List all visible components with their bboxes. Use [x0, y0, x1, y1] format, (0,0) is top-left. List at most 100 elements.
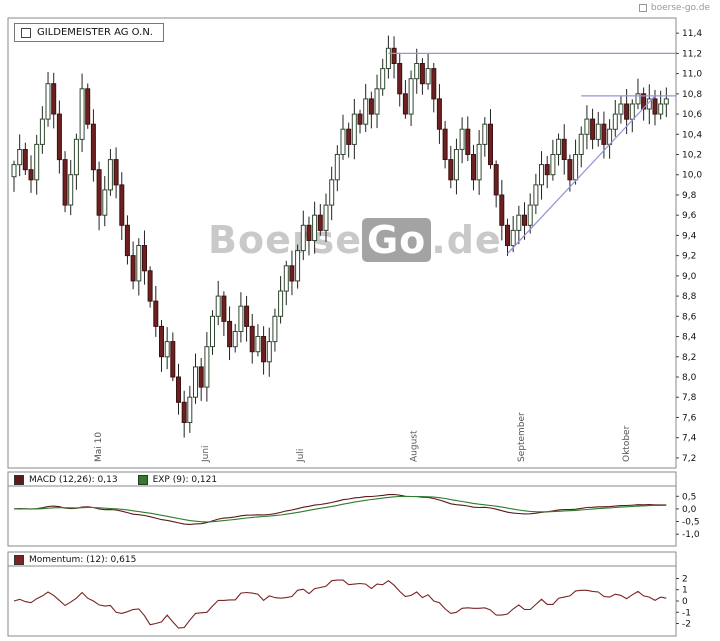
candle-down — [317, 214, 323, 231]
candle-down — [153, 300, 159, 327]
macd-legend-item[interactable]: MACD (12,26): 0,13 — [14, 475, 118, 485]
main-y-tick-label: 9,6 — [682, 211, 697, 221]
candle-down — [522, 214, 527, 226]
candle-down — [505, 224, 510, 247]
candle-down — [244, 305, 250, 327]
candle-up — [635, 93, 641, 105]
exp-legend-item[interactable]: EXP (9): 0,121 — [137, 475, 218, 485]
candle-up — [102, 189, 108, 216]
candle-up — [351, 113, 357, 145]
indicator-y-tick-label: 2 — [682, 574, 688, 584]
candle-up — [584, 118, 590, 135]
candle-down — [159, 325, 164, 358]
candle-down — [249, 325, 255, 353]
indicator-y-tick-label: -2 — [682, 620, 691, 630]
candle-up — [408, 78, 414, 115]
candle-up — [136, 245, 142, 282]
candle-down — [142, 245, 147, 272]
candle-up — [533, 184, 539, 206]
momentum-line — [13, 579, 667, 629]
candle-up — [539, 164, 544, 186]
macd-legend: MACD (12,26): 0,13 EXP (9): 0,121 — [14, 475, 217, 485]
main-y-tick-label: 7,8 — [682, 393, 697, 403]
candle-up — [45, 83, 51, 120]
candle-down — [590, 118, 596, 140]
candle-down — [261, 336, 267, 363]
candle-up — [107, 159, 113, 191]
candle-up — [476, 143, 482, 181]
candle-down — [147, 270, 153, 302]
candle-up — [380, 68, 386, 90]
indicator-y-tick-label: -1 — [682, 608, 691, 618]
candle-up — [238, 305, 244, 333]
exp-label: EXP (9): 0,121 — [152, 475, 218, 485]
main-y-tick-label: 10,4 — [682, 130, 702, 140]
candle-down — [641, 93, 647, 110]
main-y-tick-label: 8,0 — [682, 373, 697, 383]
candle-down — [419, 63, 425, 85]
candle-up — [385, 47, 391, 69]
candle-down — [306, 224, 312, 242]
candle-down — [493, 164, 499, 196]
indicator-y-tick-label: 0,5 — [682, 492, 696, 502]
candle-up — [278, 290, 284, 317]
candle-down — [90, 123, 96, 171]
exp-line — [14, 495, 667, 523]
candle-down — [431, 68, 437, 100]
main-y-tick-label: 7,4 — [682, 434, 697, 444]
candle-down — [624, 103, 630, 120]
candle-up — [459, 128, 465, 150]
candle-down — [488, 123, 493, 166]
candle-down — [442, 128, 448, 160]
candle-up — [215, 295, 221, 317]
candle-down — [124, 224, 130, 257]
indicator-y-tick-label: -1,0 — [682, 530, 700, 540]
candle-up — [363, 98, 369, 125]
month-label: Juli — [296, 449, 306, 463]
candle-down — [567, 159, 573, 181]
candle-down — [176, 376, 181, 403]
main-y-tick-label: 10,8 — [682, 90, 702, 100]
brand: boerse-go.de — [638, 3, 710, 13]
momentum-swatch-icon — [14, 555, 24, 565]
candle-up — [595, 123, 601, 140]
candle-up — [17, 149, 23, 166]
candle-down — [227, 320, 233, 348]
candle-up — [573, 154, 579, 181]
candle-down — [465, 128, 471, 155]
candle-down — [119, 184, 125, 226]
main-y-tick-label: 8,2 — [682, 353, 696, 363]
candle-down — [448, 159, 454, 181]
candle-up — [414, 63, 420, 80]
indicator-y-tick-label: 0 — [682, 597, 688, 607]
momentum-legend-item[interactable]: Momentum: (12): 0,615 — [14, 555, 136, 565]
candle-down — [346, 128, 352, 145]
main-series-legend[interactable]: GILDEMEISTER AG O.N. — [14, 23, 164, 42]
candle-up — [266, 341, 272, 363]
month-label: Mai 10 — [94, 432, 104, 462]
candle-up — [550, 154, 556, 176]
macd-line — [13, 493, 667, 525]
main-y-tick-label: 10,2 — [682, 151, 702, 161]
candle-up — [210, 315, 215, 348]
candle-up — [374, 88, 380, 115]
candle-up — [11, 164, 17, 178]
candle-down — [368, 98, 374, 115]
candle-up — [68, 174, 74, 206]
candle-up — [323, 204, 329, 231]
candle-down — [22, 149, 28, 171]
candle-down — [113, 159, 119, 186]
candle-up — [612, 113, 618, 130]
candle-up — [204, 346, 210, 388]
candle-up — [34, 143, 40, 181]
candle-up — [295, 250, 301, 282]
month-label: September — [517, 412, 527, 462]
candle-down — [56, 113, 62, 161]
candle-down — [130, 255, 136, 282]
indicator-y-tick-label: 1 — [682, 586, 688, 596]
candle-down — [436, 98, 442, 130]
watermark-part3: .de — [431, 218, 502, 262]
main-y-tick-label: 9,4 — [682, 231, 697, 241]
